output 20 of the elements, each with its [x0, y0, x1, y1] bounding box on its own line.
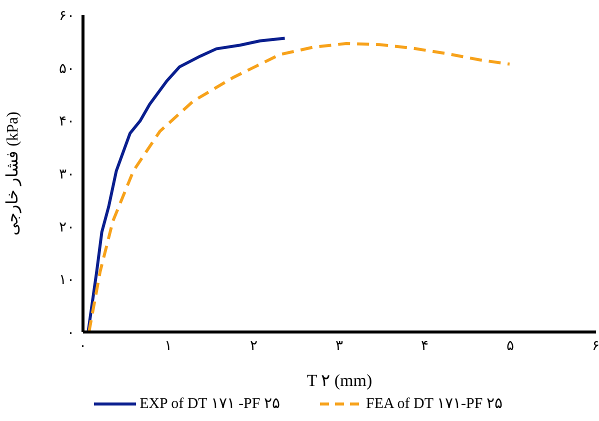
x-tick-label: ۱	[164, 338, 172, 354]
x-tick-label: ۶	[592, 338, 599, 354]
legend-label: EXP of DT ۱۷۱ -PF ۲۵	[140, 395, 280, 413]
x-axis-title: T ۲ (mm)	[306, 371, 372, 390]
y-tick-label: ۴۰	[59, 114, 75, 130]
x-tick-label: ۴	[421, 338, 429, 354]
line-series	[87, 42, 512, 332]
legend-label: FEA of DT ۱۷۱-PF ۲۵	[366, 395, 502, 413]
y-tick-label: ۰	[67, 326, 75, 341]
x-tick-label: ۵	[506, 338, 514, 354]
y-axis-title: فشار خارجی (kPa)	[4, 112, 22, 236]
y-tick-label: ۳۰	[59, 167, 75, 182]
y-tick-label: ۵۰	[59, 62, 75, 77]
y-tick-label: ۲۰	[59, 220, 75, 236]
x-tick-label: ۳	[336, 338, 344, 354]
line-series	[86, 36, 286, 332]
x-tick-label: ۲	[250, 338, 258, 354]
x-tick-label: ۰	[79, 338, 87, 354]
y-tick-label: ۱۰	[59, 273, 75, 288]
y-tick-label: ۶۰	[59, 8, 75, 24]
